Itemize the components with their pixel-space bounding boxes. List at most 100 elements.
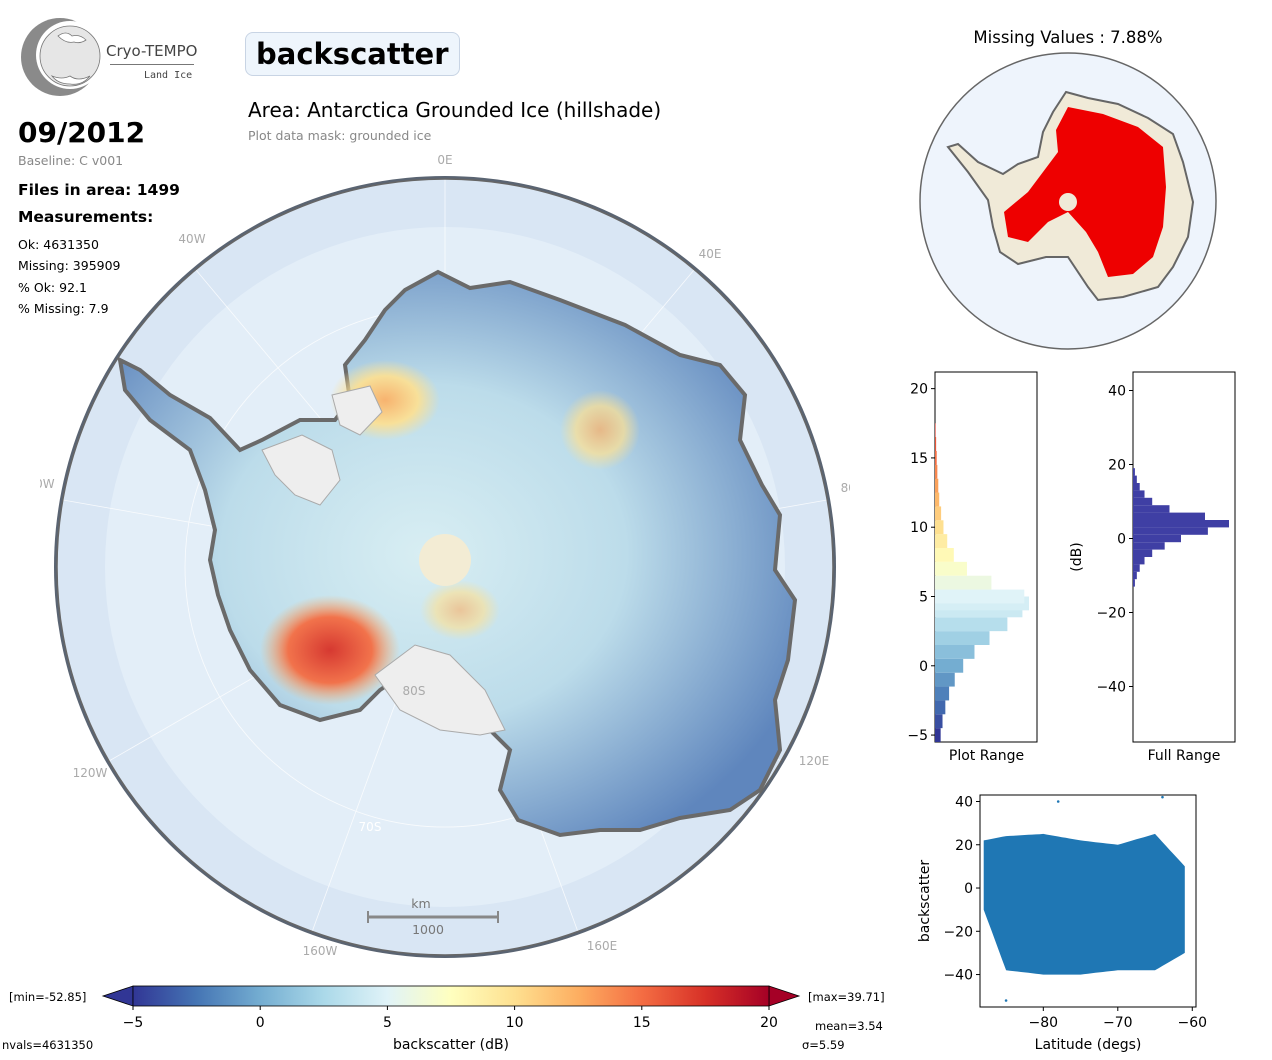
plot-range-bar: [935, 450, 937, 465]
colorbar-max-extension: [768, 985, 801, 1007]
full-range-tick-label: −40: [1096, 680, 1126, 696]
full-range-bar: [1133, 520, 1229, 528]
scatter-xlabel: Latitude (degs): [1035, 1037, 1142, 1053]
full-range-tick-label: −20: [1096, 606, 1126, 622]
colorbar-gradient: [132, 985, 770, 1007]
plot-range-bar: [935, 464, 938, 479]
full-range-tick-label: 20: [1108, 458, 1126, 474]
plot-range-bar: [935, 700, 946, 715]
colorbar-tick-label: 0: [256, 1015, 265, 1031]
full-range-bar: [1133, 490, 1145, 498]
plot-range-label: Plot Range: [948, 748, 1025, 764]
lon-label-0e: 0E: [437, 153, 452, 167]
colorbar-tick-label: 5: [383, 1015, 392, 1031]
plot-range-bar: [935, 478, 939, 493]
full-range-tick-label: 0: [1117, 532, 1126, 548]
variable-title: backscatter: [245, 32, 460, 76]
colorbar-tick-label: 20: [760, 1015, 778, 1031]
polar-map: 0E 40E 80E 120E 160E 160W 120W 80W 40W 8…: [40, 153, 850, 958]
files-count: Files in area: 1499: [18, 181, 180, 199]
mask-note: Plot data mask: grounded ice: [248, 128, 432, 143]
lon-label-40e: 40E: [699, 247, 722, 261]
baseline-label: Baseline: C v001: [18, 153, 124, 168]
mean-label: mean=3.54: [815, 1019, 883, 1033]
pole-hole: [419, 534, 471, 586]
plot-range-bar: [935, 547, 954, 562]
ross-ice-shelf: [374, 644, 506, 736]
stat-pct-ok: % Ok: 92.1: [18, 280, 87, 295]
scatter-point: [1161, 795, 1164, 799]
area-title: Area: Antarctica Grounded Ice (hillshade…: [248, 98, 662, 122]
lon-label-160e: 160E: [587, 939, 618, 953]
plot-range-bar: [935, 534, 948, 548]
colorbar: −5 0 5 10 15 20 backscatter (dB) [min=-52.85] [m…: [2, 985, 885, 1053]
lat-label-70s: 70S: [359, 820, 382, 834]
scatter-point: [1056, 800, 1060, 803]
full-range-bar: [1133, 475, 1137, 483]
full-range-tick-label: 40: [1108, 384, 1126, 400]
scatter-y-tick-label: 0: [964, 881, 973, 897]
scatter-x-tick-label: −70: [1103, 1015, 1133, 1031]
full-range-bar: [1133, 505, 1170, 513]
latitude-scatter-plot: −80 −70 −60 −40 −20 0 20 40 Latitude (degs) backs…: [917, 794, 1208, 1053]
full-range-bar: [1133, 549, 1153, 557]
plot-range-bar: [935, 575, 992, 590]
nvals-label: nvals=4631350: [2, 1038, 93, 1052]
scatter-point-cloud: [983, 833, 1185, 975]
plot-range-bar: [935, 658, 964, 673]
missing-values-title: Missing Values : 7.88%: [973, 28, 1163, 47]
scatter-y-tick-label: 40: [955, 794, 973, 810]
stat-missing: Missing: 395909: [18, 258, 121, 273]
plot-range-tick-label: 10: [910, 520, 928, 536]
plot-range-bar: [935, 686, 950, 701]
logo-name: Cryo-TEMPO: [106, 42, 198, 60]
scatter-x-tick-label: −60: [1178, 1015, 1208, 1031]
plot-range-bar: [935, 672, 955, 687]
plot-range-tick-label: 20: [910, 382, 928, 398]
ronne-ice-shelf: [261, 434, 341, 506]
plot-range-bar: [935, 631, 990, 645]
date-heading: 09/2012: [18, 116, 146, 149]
colorbar-min-label: [min=-52.85]: [9, 990, 86, 1004]
plot-range-bar: [935, 437, 937, 451]
scatter-ylabel: backscatter: [917, 860, 933, 942]
lon-label-40w: 40W: [178, 232, 205, 246]
cryo-tempo-logo: Cryo-TEMPO Land Ice: [18, 16, 208, 100]
full-range-bar: [1133, 468, 1135, 476]
plot-range-tick-label: 5: [919, 589, 928, 605]
plot-range-tick-label: 15: [910, 451, 928, 467]
scale-bar-value: 1000: [412, 922, 444, 937]
measurements-heading: Measurements:: [18, 208, 154, 226]
stat-pct-missing: % Missing: 7.9: [18, 301, 109, 316]
full-range-bar: [1133, 579, 1135, 587]
colorbar-tick-label: −5: [123, 1015, 144, 1031]
full-range-bar: [1133, 534, 1181, 543]
plot-range-bar: [935, 714, 943, 729]
sigma-label: σ=5.59: [802, 1038, 845, 1052]
lat-label-80s: 80S: [403, 684, 426, 698]
full-range-bar: [1133, 527, 1208, 535]
logo-subtitle: Land Ice: [144, 70, 193, 81]
full-range-bar: [1133, 542, 1165, 550]
plot-range-tick-label: −5: [907, 728, 928, 744]
full-range-bar: [1133, 512, 1205, 520]
plot-range-bar: [935, 617, 1008, 632]
scatter-y-tick-label: −20: [943, 924, 973, 940]
full-range-bar: [1133, 571, 1137, 580]
colorbar-tick-label: 10: [506, 1015, 524, 1031]
plot-range-bar: [935, 506, 942, 521]
lon-label-120w: 120W: [73, 766, 108, 780]
plot-range-bar: [935, 589, 1025, 604]
colorbar-min-extension: [101, 985, 134, 1007]
scatter-x-tick-label: −80: [1029, 1015, 1059, 1031]
plot-range-bar: [935, 644, 975, 659]
full-range-bar: [1133, 483, 1140, 491]
stat-ok: Ok: 4631350: [18, 237, 99, 252]
scale-bar-unit: km: [411, 896, 430, 911]
plot-range-bar: [935, 728, 941, 742]
full-range-histogram: −40 −20 0 20 40 (dB): [1069, 371, 1236, 743]
full-range-ylabel: (dB): [1069, 542, 1085, 571]
scatter-y-tick-label: 20: [955, 838, 973, 854]
scale-bar: km 1000: [367, 896, 499, 937]
full-range-bar: [1133, 497, 1153, 506]
